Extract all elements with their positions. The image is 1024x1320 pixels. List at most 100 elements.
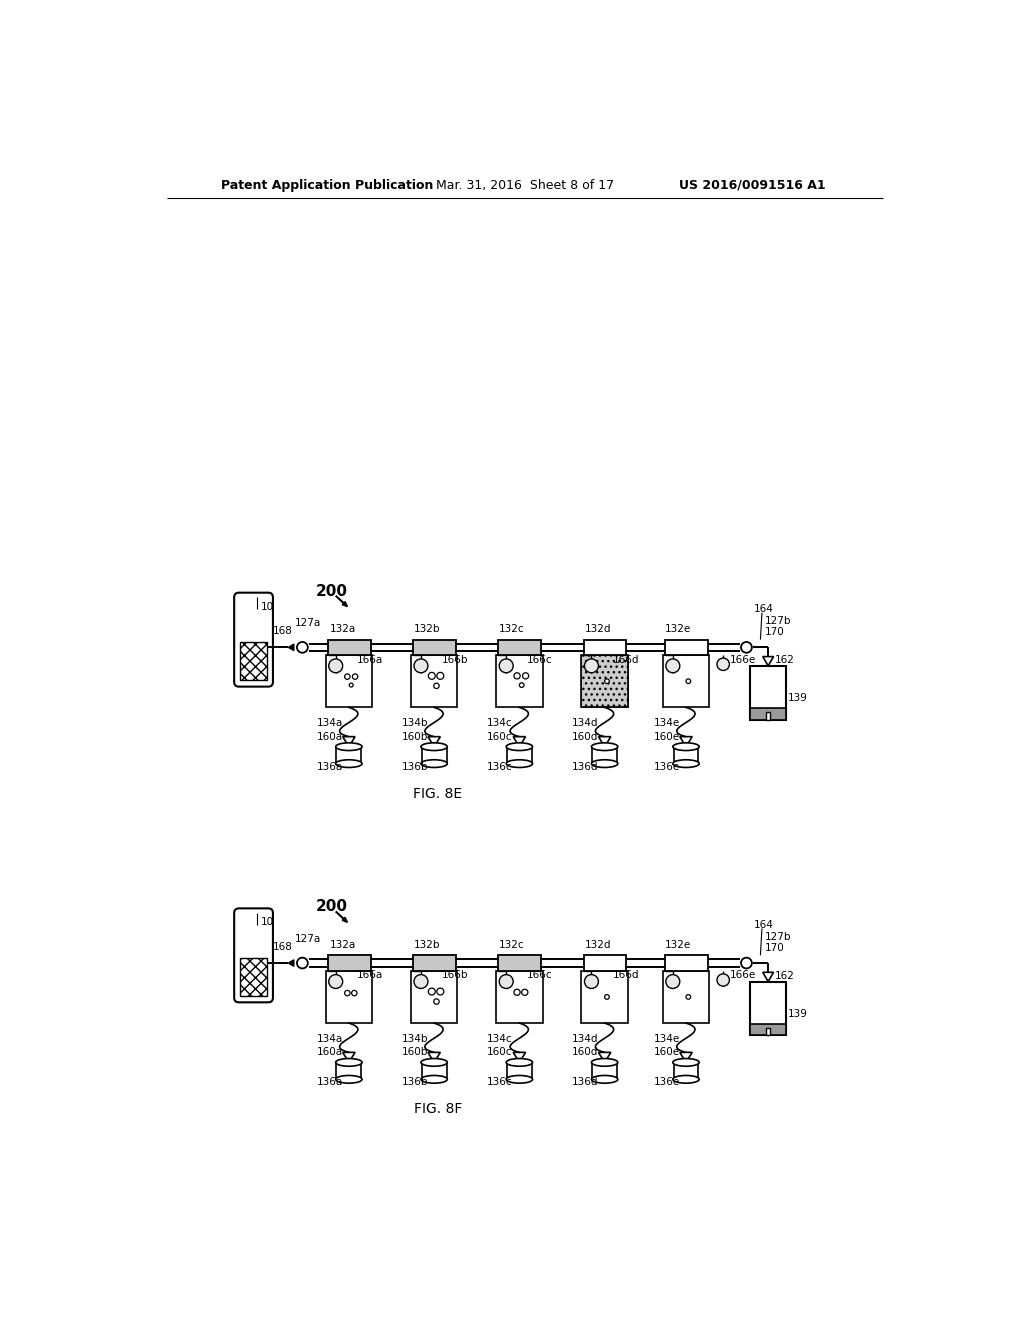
Bar xyxy=(751,665,786,719)
Polygon shape xyxy=(598,1052,611,1063)
Ellipse shape xyxy=(604,678,609,684)
Text: Mar. 31, 2016  Sheet 8 of 17: Mar. 31, 2016 Sheet 8 of 17 xyxy=(436,178,613,191)
Ellipse shape xyxy=(428,672,435,680)
Text: 136a: 136a xyxy=(316,762,343,772)
Polygon shape xyxy=(342,917,347,923)
Text: 134a: 134a xyxy=(316,1034,343,1044)
Bar xyxy=(507,747,531,763)
Ellipse shape xyxy=(506,743,532,751)
Bar xyxy=(496,655,543,708)
Bar xyxy=(751,708,786,719)
Ellipse shape xyxy=(717,974,729,986)
Text: 166d: 166d xyxy=(612,655,639,665)
Text: 132d: 132d xyxy=(585,624,611,634)
Text: 139: 139 xyxy=(788,693,808,704)
Text: 166b: 166b xyxy=(442,970,468,981)
Ellipse shape xyxy=(336,760,362,767)
Bar xyxy=(592,747,617,763)
Text: 132a: 132a xyxy=(330,624,355,634)
Bar xyxy=(582,655,628,708)
Text: 166d: 166d xyxy=(612,970,639,981)
Text: Patent Application Publication: Patent Application Publication xyxy=(221,178,433,191)
Bar xyxy=(507,1063,531,1080)
Text: 200: 200 xyxy=(315,583,347,599)
Ellipse shape xyxy=(506,1076,532,1084)
Text: FIG. 8E: FIG. 8E xyxy=(414,787,463,801)
Text: 134c: 134c xyxy=(486,1034,512,1044)
Bar xyxy=(663,655,710,708)
Text: 132d: 132d xyxy=(585,940,611,949)
Text: 166e: 166e xyxy=(729,970,756,981)
Ellipse shape xyxy=(519,682,524,688)
Text: 200: 200 xyxy=(315,899,347,915)
Ellipse shape xyxy=(297,958,308,969)
Bar xyxy=(414,956,456,970)
Ellipse shape xyxy=(514,989,520,995)
Ellipse shape xyxy=(673,1076,699,1084)
Ellipse shape xyxy=(434,684,439,689)
Text: 136e: 136e xyxy=(653,762,680,772)
Text: 136c: 136c xyxy=(486,1077,512,1088)
Bar xyxy=(411,970,458,1023)
Ellipse shape xyxy=(414,974,428,989)
Text: 10: 10 xyxy=(261,917,274,927)
Bar xyxy=(337,1063,361,1080)
Ellipse shape xyxy=(421,760,447,767)
FancyBboxPatch shape xyxy=(234,908,273,1002)
Polygon shape xyxy=(680,1052,692,1063)
Text: 160b: 160b xyxy=(401,1047,428,1057)
Ellipse shape xyxy=(329,974,343,989)
Bar xyxy=(582,655,628,708)
Ellipse shape xyxy=(592,1059,617,1067)
Text: 160c: 160c xyxy=(486,1047,512,1057)
Text: 160c: 160c xyxy=(486,731,512,742)
Ellipse shape xyxy=(500,659,513,673)
Text: 134d: 134d xyxy=(572,718,599,727)
Bar xyxy=(422,747,446,763)
Text: 164: 164 xyxy=(755,603,774,614)
Text: 127b: 127b xyxy=(765,932,792,942)
Ellipse shape xyxy=(336,743,362,751)
Text: 160d: 160d xyxy=(572,731,598,742)
Text: 168: 168 xyxy=(273,626,293,636)
Text: 127a: 127a xyxy=(295,935,321,944)
Text: 170: 170 xyxy=(765,627,784,638)
Ellipse shape xyxy=(421,1059,447,1067)
Polygon shape xyxy=(763,656,773,665)
Polygon shape xyxy=(343,1052,355,1063)
Ellipse shape xyxy=(506,1059,532,1067)
Text: 160e: 160e xyxy=(653,1047,680,1057)
Bar xyxy=(337,747,361,763)
Text: 162: 162 xyxy=(774,972,795,981)
Text: 134c: 134c xyxy=(486,718,512,727)
Bar xyxy=(665,640,708,655)
Bar xyxy=(751,982,786,1035)
Text: 132e: 132e xyxy=(665,940,691,949)
Bar xyxy=(326,655,372,708)
Polygon shape xyxy=(428,737,440,747)
Ellipse shape xyxy=(604,995,609,999)
Bar xyxy=(241,958,266,997)
Polygon shape xyxy=(513,1052,525,1063)
Text: US 2016/0091516 A1: US 2016/0091516 A1 xyxy=(679,178,825,191)
Text: 136b: 136b xyxy=(401,762,428,772)
Ellipse shape xyxy=(585,974,598,989)
Ellipse shape xyxy=(349,684,353,686)
Text: 136e: 136e xyxy=(653,1077,680,1088)
Polygon shape xyxy=(289,644,294,651)
Ellipse shape xyxy=(521,989,528,995)
Polygon shape xyxy=(598,737,611,747)
Text: 134e: 134e xyxy=(653,718,680,727)
Text: 127a: 127a xyxy=(295,619,321,628)
Bar xyxy=(674,1063,698,1080)
Polygon shape xyxy=(343,737,355,747)
Bar xyxy=(422,1063,446,1080)
Text: 134e: 134e xyxy=(653,1034,680,1044)
Ellipse shape xyxy=(351,990,357,995)
Ellipse shape xyxy=(673,743,699,751)
Bar xyxy=(665,956,708,970)
Polygon shape xyxy=(680,737,692,747)
Bar xyxy=(751,1023,786,1035)
Polygon shape xyxy=(763,973,773,982)
Ellipse shape xyxy=(437,989,443,995)
